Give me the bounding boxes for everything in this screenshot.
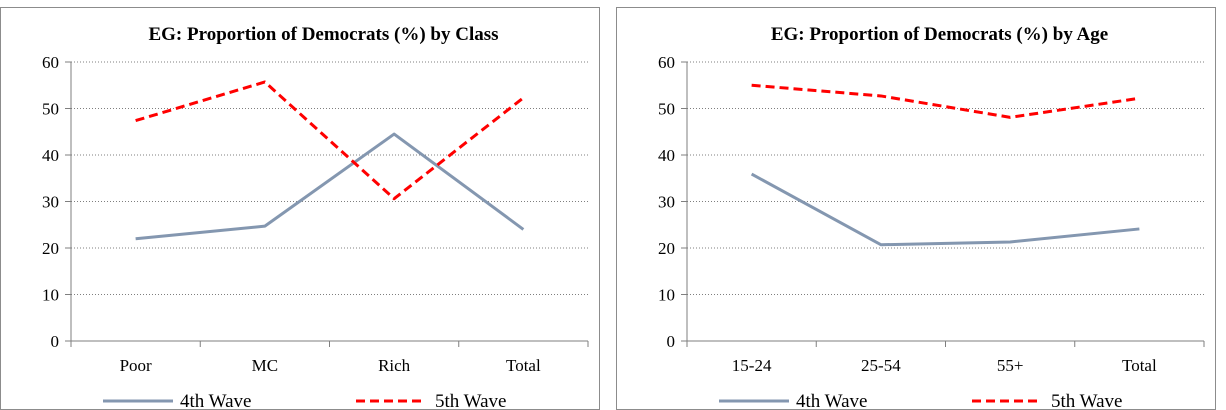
y-tick-label: 30 bbox=[658, 193, 675, 212]
y-tick-label: 60 bbox=[658, 53, 675, 72]
y-tick-label: 40 bbox=[42, 146, 59, 165]
x-tick-label: Poor bbox=[120, 356, 152, 375]
y-tick-label: 20 bbox=[42, 239, 59, 258]
x-tick-label: 25-54 bbox=[861, 356, 901, 375]
y-tick-label: 20 bbox=[658, 239, 675, 258]
legend-label: 4th Wave bbox=[796, 391, 867, 409]
y-tick-label: 10 bbox=[658, 286, 675, 305]
y-tick-label: 30 bbox=[42, 193, 59, 212]
y-tick-label: 50 bbox=[42, 100, 59, 119]
y-tick-label: 0 bbox=[667, 332, 676, 351]
y-tick-label: 40 bbox=[658, 146, 675, 165]
chart-age: EG: Proportion of Democrats (%) by Age 0 1… bbox=[658, 24, 1205, 409]
x-tick-label: Total bbox=[1122, 356, 1157, 375]
y-tick-label: 10 bbox=[42, 286, 59, 305]
x-tick-label: 15-24 bbox=[732, 356, 772, 375]
x-tick-label: Rich bbox=[378, 356, 411, 375]
chart-title: EG: Proportion of Democrats (%) by Class bbox=[148, 24, 498, 45]
x-tick-label: MC bbox=[252, 356, 278, 375]
legend-label: 5th Wave bbox=[1051, 391, 1122, 409]
series-line bbox=[750, 172, 1140, 247]
chart-title: EG: Proportion of Democrats (%) by Age bbox=[771, 24, 1108, 45]
chart-panel-age: EG: Proportion of Democrats (%) by Age 0 1… bbox=[616, 7, 1216, 410]
y-tick-label: 50 bbox=[658, 100, 675, 119]
x-tick-label: 55+ bbox=[997, 356, 1024, 375]
y-tick-label: 60 bbox=[42, 53, 59, 72]
chart-panel-class: EG: Proportion of Democrats (%) by Class… bbox=[0, 7, 600, 410]
x-tick-label: Total bbox=[506, 356, 541, 375]
series-line bbox=[751, 83, 1140, 119]
series-line bbox=[135, 132, 525, 241]
y-tick-label: 0 bbox=[51, 332, 60, 351]
legend-label: 5th Wave bbox=[435, 391, 506, 409]
legend-label: 4th Wave bbox=[180, 391, 251, 409]
chart-class: EG: Proportion of Democrats (%) by Class… bbox=[42, 24, 589, 409]
